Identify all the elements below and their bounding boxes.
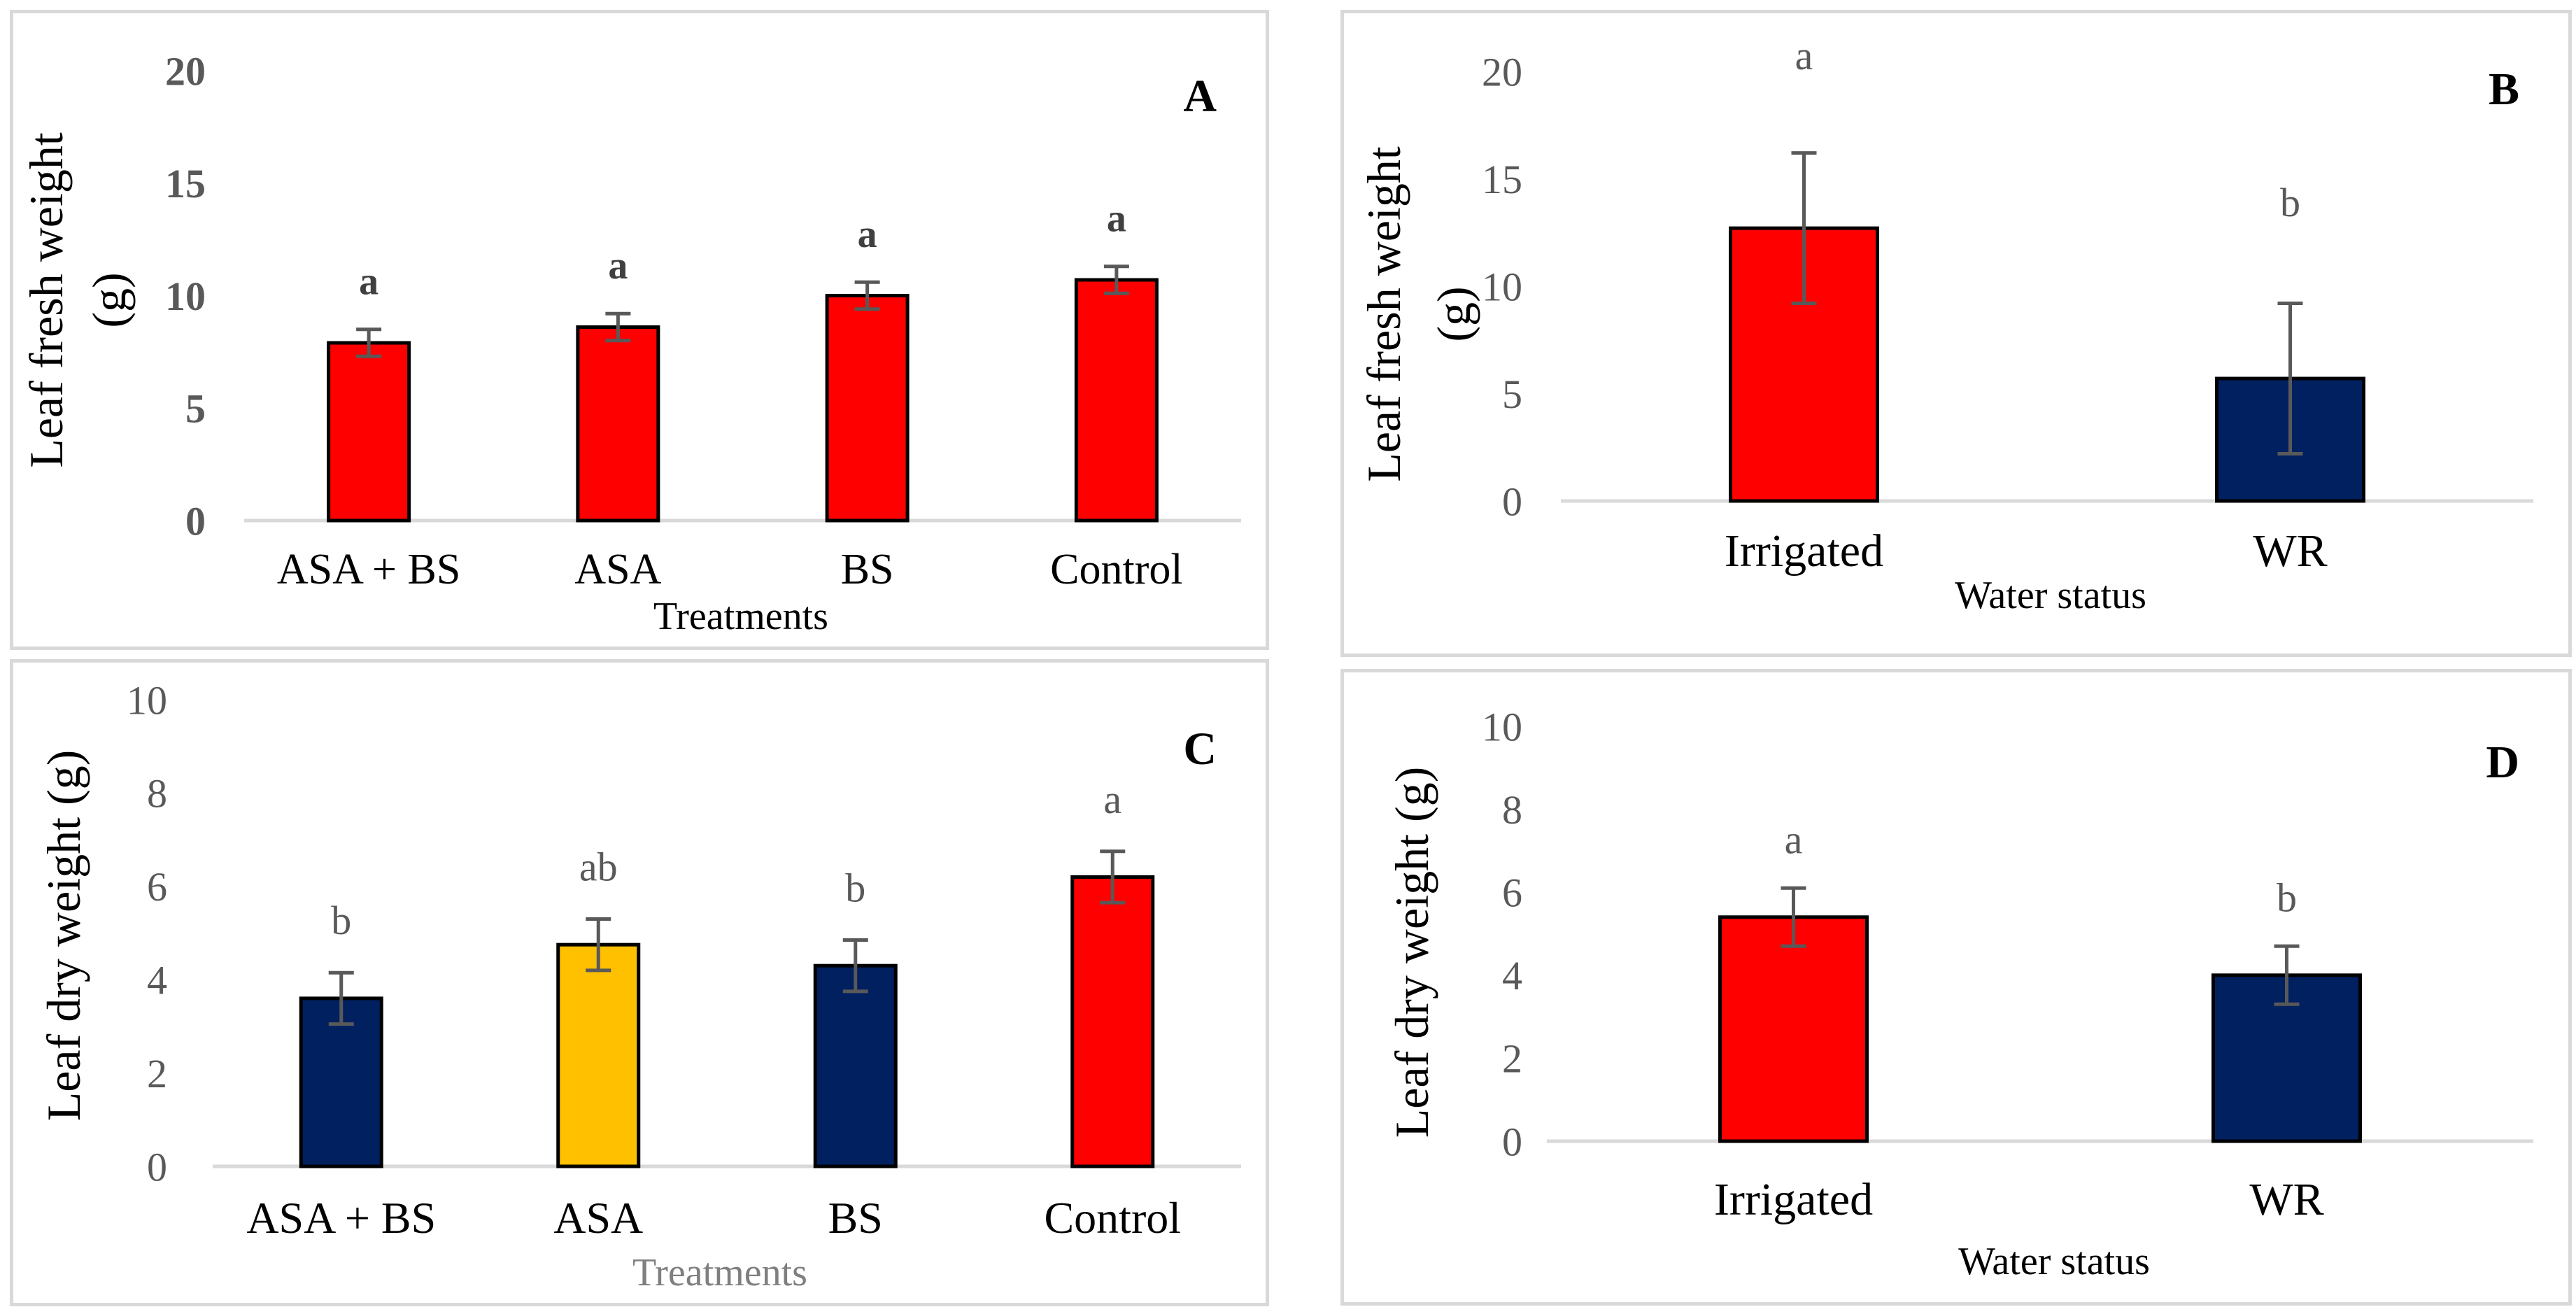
significance-letter: ab <box>579 844 618 889</box>
y-tick-label: 0 <box>185 498 206 544</box>
y-tick-label: 0 <box>1502 479 1522 524</box>
error-bar <box>1781 886 1806 948</box>
error-bar <box>2274 944 2300 1006</box>
x-axis-title: Water status <box>1958 1240 2150 1283</box>
panel-label: B <box>2489 64 2519 115</box>
y-tick-label: 4 <box>147 958 167 1003</box>
y-axis-title: Leaf fresh weight (g) <box>20 132 136 468</box>
y-tick-label: 6 <box>1502 870 1522 916</box>
error-bar <box>2277 302 2303 455</box>
y-tick-label: 0 <box>1502 1119 1522 1164</box>
category-label: ASA + BS <box>277 546 460 593</box>
category-label: ASA <box>574 546 661 593</box>
error-bar <box>605 311 631 343</box>
y-tick-label: 8 <box>1502 787 1522 833</box>
error-bar <box>1791 151 1817 306</box>
significance-letter: b <box>331 898 351 943</box>
y-tick-label: 2 <box>147 1051 167 1096</box>
category-label: Control <box>1050 546 1182 593</box>
chart-panel-b: 0 5 10 15 20 Irrigated a WR b Water status Leaf fr… <box>1340 10 2572 657</box>
y-tick-label: 5 <box>185 386 206 432</box>
significance-letter: a <box>359 260 378 304</box>
error-bar <box>1100 849 1126 905</box>
y-axis-title: Leaf dry weight (g) <box>37 750 90 1122</box>
panel-label: C <box>1183 723 1217 775</box>
x-axis-title: Treatments <box>653 595 828 638</box>
y-axis-title-line: Leaf dry weight (g) <box>37 750 90 1122</box>
bar <box>327 341 411 523</box>
category-label: ASA + BS <box>246 1193 436 1243</box>
bar <box>1718 915 1869 1143</box>
bar <box>556 942 641 1168</box>
y-axis-title-line: (g) <box>83 272 136 327</box>
y-tick-label: 4 <box>1502 953 1522 998</box>
error-bar <box>356 327 382 358</box>
panel-label: A <box>1183 71 1217 122</box>
category-label: WR <box>2253 525 2327 577</box>
category-label: BS <box>828 1193 883 1243</box>
significance-letter: b <box>845 866 865 911</box>
y-tick-label: 10 <box>165 274 206 319</box>
panel-label: D <box>2486 737 2519 788</box>
chart-b: 0 5 10 15 20 Irrigated a WR b Water status Leaf fr… <box>1357 33 2533 617</box>
chart-c: 0 2 4 6 8 10 ASA + BS b ASA ab BS b Control a Treatmen… <box>37 677 1241 1294</box>
chart-a: 0 5 10 15 20 ASA + BS a ASA a BS a Control a Treatmen… <box>20 48 1241 638</box>
y-axis-title: Leaf dry weight (g) <box>1385 767 1438 1138</box>
y-tick-label: 5 <box>1502 372 1522 417</box>
y-axis-title-line: Leaf fresh weight <box>20 132 73 468</box>
category-label: WR <box>2249 1174 2323 1225</box>
y-axis-title: Leaf fresh weight (g) <box>1357 146 1480 482</box>
error-bar <box>854 280 880 311</box>
y-tick-label: 15 <box>165 161 206 206</box>
y-tick-label: 15 <box>1482 157 1522 202</box>
y-tick-label: 6 <box>147 864 167 910</box>
significance-letter: a <box>858 213 877 256</box>
y-tick-label: 0 <box>147 1144 167 1189</box>
bar <box>1070 875 1155 1168</box>
y-tick-label: 10 <box>127 677 167 723</box>
y-tick-label: 20 <box>165 48 206 94</box>
y-tick-label: 2 <box>1502 1036 1522 1082</box>
significance-letter: a <box>1795 33 1813 78</box>
significance-letter: b <box>2280 180 2300 225</box>
error-bar <box>1103 264 1129 295</box>
category-label: Irrigated <box>1714 1174 1873 1225</box>
bar <box>1074 278 1159 523</box>
bar <box>825 294 910 523</box>
chart-panel-d: 0 2 4 6 8 10 Irrigated a WR b Water status Leaf dry… <box>1340 669 2572 1306</box>
error-bar <box>586 917 611 973</box>
category-label: BS <box>841 546 894 593</box>
bar <box>576 325 660 523</box>
y-axis-title-line: (g) <box>1427 286 1480 341</box>
y-tick-label: 8 <box>147 771 167 817</box>
y-tick-label: 10 <box>1482 264 1522 309</box>
x-axis-title: Water status <box>1955 574 2146 617</box>
chart-panel-a: 0 5 10 15 20 ASA + BS a ASA a BS a Control a Treatmen… <box>10 10 1269 650</box>
significance-letter: a <box>1785 817 1803 862</box>
category-label: Control <box>1044 1193 1181 1243</box>
significance-letter: b <box>2277 875 2297 920</box>
significance-letter: a <box>1107 197 1126 241</box>
error-bar <box>328 970 354 1026</box>
chart-d: 0 2 4 6 8 10 Irrigated a WR b Water status Leaf dry… <box>1385 704 2533 1283</box>
x-axis-title: Treatments <box>632 1251 807 1294</box>
y-axis-title-line: Leaf fresh weight <box>1357 146 1410 482</box>
bar <box>813 963 898 1168</box>
significance-letter: a <box>608 244 628 288</box>
category-label: ASA <box>553 1193 643 1243</box>
chart-panel-c: 0 2 4 6 8 10 ASA + BS b ASA ab BS b Control a Treatmen… <box>10 659 1269 1306</box>
y-tick-label: 20 <box>1482 49 1522 94</box>
y-tick-label: 10 <box>1482 704 1522 749</box>
y-axis-title-line: Leaf dry weight (g) <box>1385 767 1438 1138</box>
significance-letter: a <box>1103 777 1121 822</box>
error-bar <box>842 938 868 994</box>
category-label: Irrigated <box>1725 525 1883 577</box>
